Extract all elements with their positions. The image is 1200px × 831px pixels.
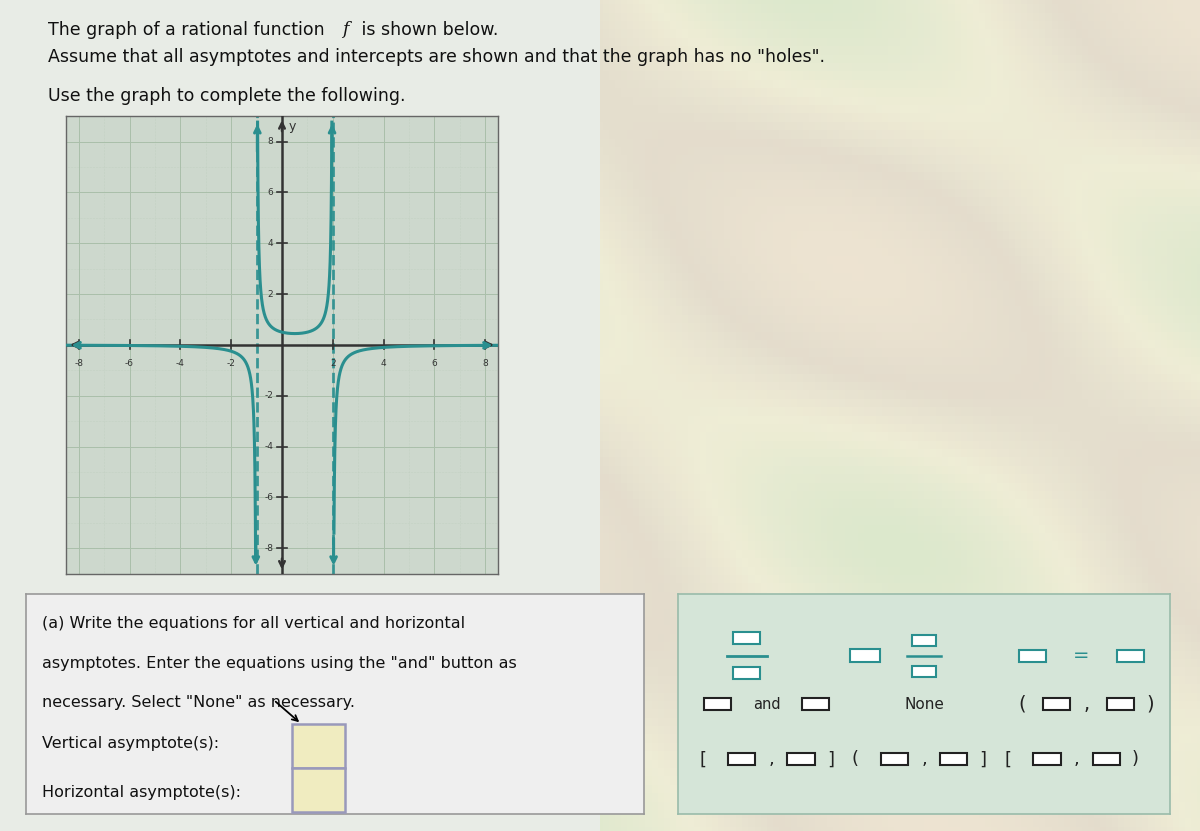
FancyBboxPatch shape xyxy=(940,753,967,765)
Text: -4: -4 xyxy=(264,442,274,451)
Text: Horizontal asymptote(s):: Horizontal asymptote(s): xyxy=(42,784,241,800)
Text: ]: ] xyxy=(827,750,834,769)
FancyBboxPatch shape xyxy=(292,768,344,812)
FancyBboxPatch shape xyxy=(704,698,731,711)
FancyBboxPatch shape xyxy=(1033,753,1061,765)
Text: -4: -4 xyxy=(176,359,185,368)
Text: -8: -8 xyxy=(264,543,274,553)
Text: Assume that all asymptotes and intercepts are shown and that the graph has no "h: Assume that all asymptotes and intercept… xyxy=(48,48,826,66)
Text: [: [ xyxy=(700,750,706,769)
Text: -2: -2 xyxy=(264,391,274,401)
Bar xyxy=(0,0,600,831)
FancyBboxPatch shape xyxy=(1117,650,1144,661)
FancyBboxPatch shape xyxy=(850,649,880,662)
Text: ): ) xyxy=(1132,750,1139,769)
Text: f: f xyxy=(342,21,348,37)
Text: asymptotes. Enter the equations using the "and" button as: asymptotes. Enter the equations using th… xyxy=(42,656,517,671)
Text: 4: 4 xyxy=(380,359,386,368)
Text: y: y xyxy=(288,120,295,133)
Text: -8: -8 xyxy=(74,359,83,368)
FancyBboxPatch shape xyxy=(1043,698,1070,711)
FancyBboxPatch shape xyxy=(728,753,756,765)
FancyBboxPatch shape xyxy=(1108,698,1134,711)
Text: =: = xyxy=(1073,647,1090,666)
Text: 6: 6 xyxy=(268,188,274,197)
Text: and: and xyxy=(752,696,780,712)
Text: ,: , xyxy=(769,750,774,769)
Text: 6: 6 xyxy=(432,359,437,368)
FancyBboxPatch shape xyxy=(881,753,908,765)
Text: 2: 2 xyxy=(330,359,336,368)
Text: -6: -6 xyxy=(264,493,274,502)
Text: The graph of a rational function: The graph of a rational function xyxy=(48,21,330,39)
Text: (: ( xyxy=(1019,695,1026,714)
Text: ,: , xyxy=(1084,695,1090,714)
Text: -2: -2 xyxy=(227,359,235,368)
Text: Use the graph to complete the following.: Use the graph to complete the following. xyxy=(48,87,406,106)
Text: ): ) xyxy=(1146,695,1154,714)
Text: Vertical asymptote(s):: Vertical asymptote(s): xyxy=(42,736,218,751)
Text: 8: 8 xyxy=(482,359,488,368)
Text: necessary. Select "None" as necessary.: necessary. Select "None" as necessary. xyxy=(42,696,355,711)
FancyBboxPatch shape xyxy=(733,667,761,680)
FancyBboxPatch shape xyxy=(912,635,936,646)
FancyBboxPatch shape xyxy=(1019,650,1045,661)
FancyBboxPatch shape xyxy=(803,698,829,711)
FancyBboxPatch shape xyxy=(787,753,815,765)
Text: None: None xyxy=(904,696,944,712)
FancyBboxPatch shape xyxy=(912,666,936,676)
FancyBboxPatch shape xyxy=(292,724,344,768)
Text: (a) Write the equations for all vertical and horizontal: (a) Write the equations for all vertical… xyxy=(42,616,464,632)
Text: 8: 8 xyxy=(268,137,274,146)
Text: ]: ] xyxy=(979,750,986,769)
Text: -6: -6 xyxy=(125,359,134,368)
FancyBboxPatch shape xyxy=(1092,753,1120,765)
Text: (: ( xyxy=(852,750,859,769)
Text: 4: 4 xyxy=(268,238,274,248)
Text: is shown below.: is shown below. xyxy=(356,21,499,39)
Text: [: [ xyxy=(1004,750,1012,769)
FancyBboxPatch shape xyxy=(733,632,761,644)
Text: 2: 2 xyxy=(268,289,274,298)
Text: ,: , xyxy=(922,750,926,769)
Text: ,: , xyxy=(1074,750,1079,769)
